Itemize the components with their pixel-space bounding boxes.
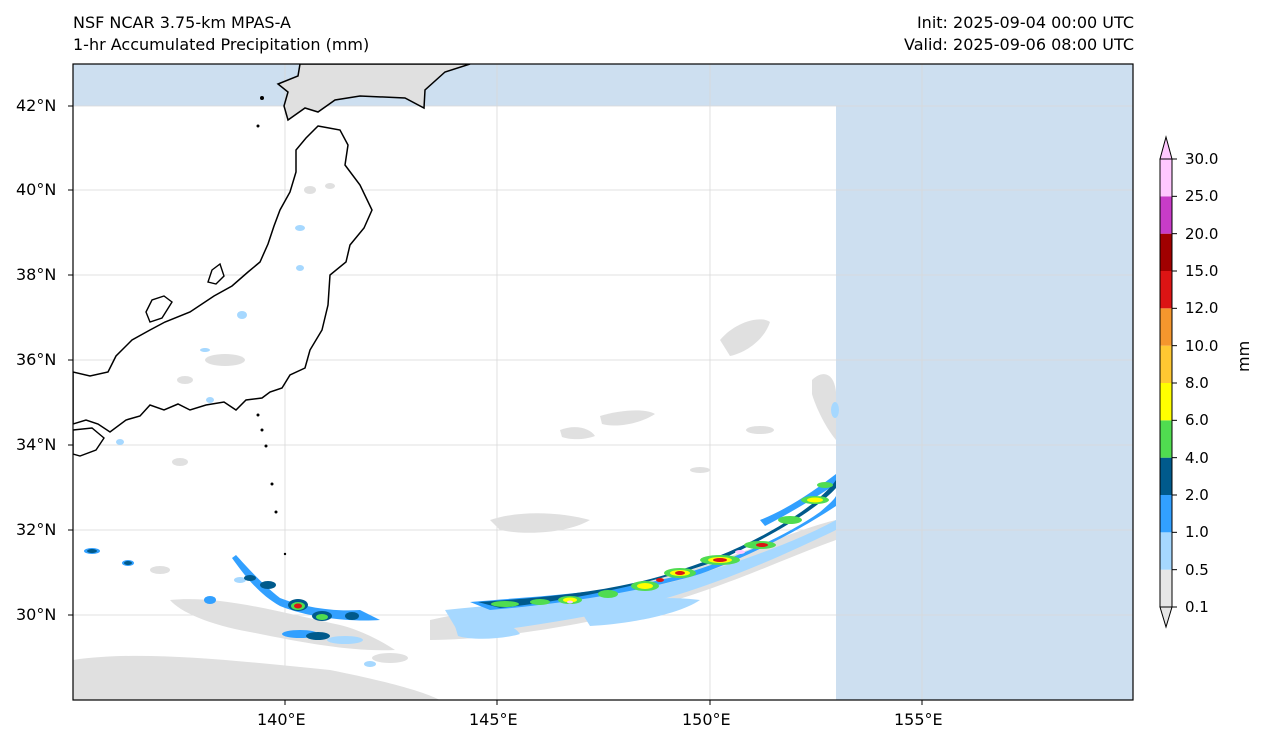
colorbar-level-label: 0.1	[1185, 598, 1209, 616]
lat-tick-38: 38°N	[16, 265, 57, 284]
colorbar-level-label: 15.0	[1185, 262, 1219, 280]
map-content	[73, 64, 1133, 700]
precip-light	[116, 225, 839, 667]
colorbar-swatch	[1160, 196, 1172, 234]
colorbar-units: mm	[1234, 340, 1253, 372]
ocean-right-band	[836, 64, 1133, 700]
lat-tick-30: 30°N	[16, 605, 57, 624]
shikoku-coast	[73, 427, 105, 457]
title-right: Init: 2025-09-04 00:00 UTC Valid: 2025-0…	[904, 12, 1134, 56]
colorbar-level-label: 20.0	[1185, 224, 1219, 243]
init-time: Init: 2025-09-04 00:00 UTC	[916, 13, 1134, 32]
colorbar-extend-low	[1159, 606, 1173, 629]
colorbar-swatch	[1160, 271, 1172, 309]
map-frame	[72, 63, 1134, 701]
colorbar-level-label: 10.0	[1185, 336, 1219, 355]
axis-ticks	[68, 105, 923, 705]
colorbar-level-label: 6.0	[1185, 411, 1209, 430]
colorbar-swatch	[1160, 532, 1172, 570]
precip-peak	[567, 550, 745, 604]
colorbar	[1159, 135, 1177, 629]
lon-tick-145: 145°E	[469, 710, 518, 729]
izu-islands	[256, 96, 287, 556]
colorbar-level-label: 8.0	[1185, 374, 1209, 392]
colorbar-level-label: 25.0	[1185, 187, 1219, 206]
lat-tick-42: 42°N	[16, 96, 57, 115]
model-name: NSF NCAR 3.75-km MPAS-A	[73, 13, 291, 32]
hokkaido-land	[276, 64, 471, 122]
lon-tick-150: 150°E	[682, 710, 731, 729]
colorbar-swatch	[1160, 420, 1172, 458]
colorbar-level-label: 30.0	[1185, 150, 1219, 168]
colorbar-swatch	[1160, 495, 1172, 533]
noto-peninsula	[145, 295, 173, 323]
precip-extreme	[294, 543, 768, 609]
lat-tick-36: 36°N	[16, 350, 57, 369]
lat-tick-34: 34°N	[16, 435, 57, 454]
lat-tick-40: 40°N	[16, 180, 57, 199]
honshu-coastline	[73, 125, 373, 433]
colorbar-swatch	[1160, 159, 1172, 197]
colorbar-swatch	[1160, 345, 1172, 383]
colorbar-swatch	[1160, 233, 1172, 271]
field-name: 1-hr Accumulated Precipitation (mm)	[73, 35, 370, 54]
valid-time: Valid: 2025-09-06 08:00 UTC	[903, 35, 1134, 54]
colorbar-level-label: 0.5	[1185, 560, 1209, 579]
title-left: NSF NCAR 3.75-km MPAS-A 1-hr Accumulated…	[73, 12, 369, 56]
colorbar-swatch	[1160, 308, 1172, 346]
colorbar-swatch	[1160, 457, 1172, 495]
lon-tick-155: 155°E	[894, 710, 943, 729]
colorbar-level-label: 12.0	[1185, 299, 1219, 318]
colorbar-swatch	[1160, 383, 1172, 421]
colorbar-extend-high	[1159, 135, 1173, 160]
lat-tick-32: 32°N	[16, 520, 57, 539]
lon-tick-140: 140°E	[257, 710, 306, 729]
colorbar-level-label: 1.0	[1185, 523, 1209, 542]
colorbar-swatch	[1160, 569, 1172, 607]
colorbar-level-label: 4.0	[1185, 448, 1209, 467]
colorbar-level-label: 2.0	[1185, 486, 1209, 504]
sado-island	[207, 262, 225, 285]
